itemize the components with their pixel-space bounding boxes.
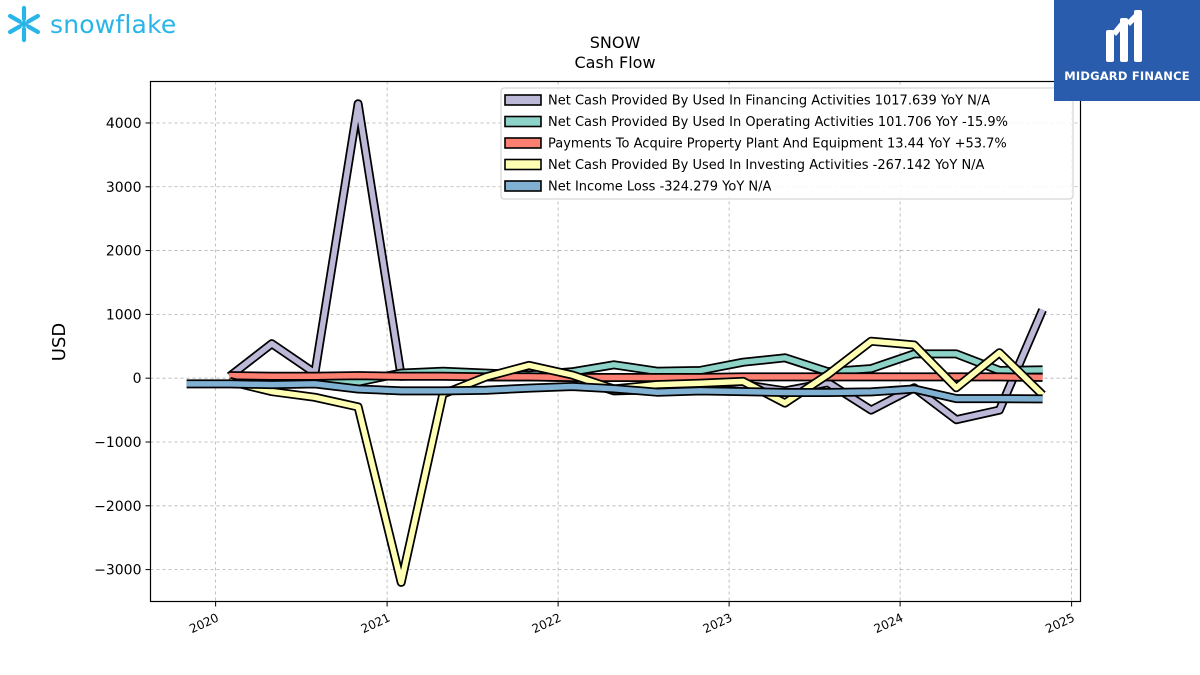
legend-label: Net Cash Provided By Used In Financing A… (548, 94, 990, 109)
legend-item: Net Income Loss -324.279 YoY N/A (504, 180, 771, 195)
y-tick-label: 4000 (106, 116, 142, 132)
y-tick-label: 3000 (106, 180, 142, 196)
legend-label: Net Cash Provided By Used In Operating A… (548, 115, 1008, 130)
series-stroke (229, 351, 1043, 387)
series-stroke (186, 381, 1043, 402)
y-axis-label: USD (49, 323, 70, 361)
midgard-finance-logo: MIDGARD FINANCE (1054, 0, 1200, 101)
y-axis: 4000 3000 2000 1000 0 −1000 −2000 −3000 (94, 116, 151, 579)
series-layer (186, 99, 1047, 587)
y-tick-label: 1000 (106, 307, 142, 323)
midgard-finance-wordmark: MIDGARD FINANCE (1064, 69, 1190, 83)
legend-label: Net Cash Provided By Used In Investing A… (548, 158, 985, 173)
midgard-monogram-icon (1106, 10, 1142, 62)
legend-swatch (504, 115, 542, 128)
snowflake-icon (8, 5, 40, 43)
chart-subtitle: Cash Flow (574, 53, 655, 72)
y-tick-label: −2000 (94, 499, 141, 515)
legend-label: Net Income Loss -324.279 YoY N/A (548, 180, 771, 195)
legend-item: Net Cash Provided By Used In Financing A… (504, 94, 990, 109)
y-tick-label: 0 (133, 371, 142, 387)
snowflake-wordmark: snowflake (50, 9, 177, 39)
legend-swatch (504, 137, 542, 149)
chart-title: SNOW (590, 33, 641, 52)
legend-item: Net Cash Provided By Used In Operating A… (504, 115, 1008, 130)
legend: Net Cash Provided By Used In Financing A… (500, 87, 1074, 200)
legend-box (500, 87, 1074, 200)
snowflake-logo: snowflake (4, 4, 176, 44)
legend-swatch (504, 94, 542, 106)
series-line-2 (228, 349, 1043, 388)
series-stroke (229, 372, 1043, 381)
legend-label: Payments To Acquire Property Plant And E… (548, 137, 1007, 152)
legend-swatch (504, 158, 542, 171)
plot-frame (149, 80, 1082, 603)
series-line-3 (229, 371, 1043, 382)
legend-item: Net Cash Provided By Used In Investing A… (504, 158, 985, 173)
legend-swatch (504, 180, 542, 192)
y-tick-label: −1000 (94, 435, 141, 451)
legend-item: Payments To Acquire Property Plant And E… (504, 137, 1007, 152)
y-tick-label: 2000 (106, 244, 142, 260)
series-line-5 (186, 379, 1043, 404)
y-tick-label: −3000 (94, 563, 141, 579)
